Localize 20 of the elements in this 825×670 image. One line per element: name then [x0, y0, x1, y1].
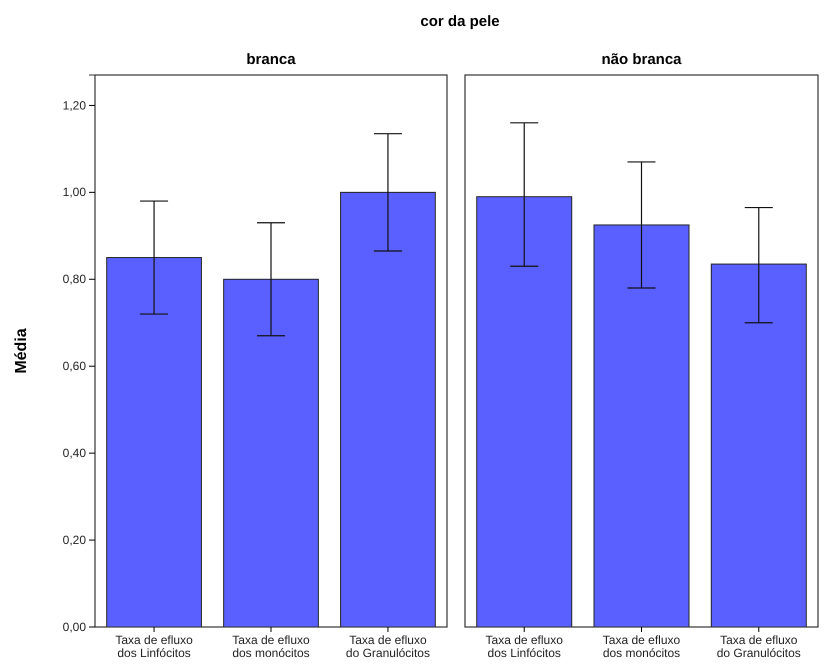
bar [223, 278, 319, 628]
y-tick-label: 1,20 [62, 98, 86, 112]
bar [106, 257, 202, 628]
y-tick-label: 0,80 [62, 272, 86, 286]
x-tick-label: Taxa de efluxo dos Linfócitos [486, 633, 564, 660]
y-axis-title: Média [13, 328, 30, 374]
x-tick-label: Taxa de efluxo do Granulócitos [716, 633, 801, 660]
y-tick-label: 0,20 [62, 532, 86, 547]
chart-subtitle: não branca [601, 51, 682, 68]
chart-subtitle: branca [246, 51, 296, 68]
x-tick-label: Taxa de efluxo do Granulócitos [346, 633, 430, 660]
bar [340, 192, 436, 628]
x-tick-label: Taxa de efluxo dos Linfócitos [115, 633, 194, 660]
x-tick-label: Taxa de efluxo dos monócitos [602, 633, 681, 660]
x-tick-label: Taxa de efluxo dos monócitos [232, 633, 310, 660]
chart-title: cor da pele [420, 13, 500, 30]
y-tick-label: 0,00 [62, 620, 86, 634]
y-tick-label: 0,40 [62, 446, 86, 460]
y-tick-label: 0,60 [62, 359, 86, 374]
y-tick-label: 1,00 [62, 185, 86, 200]
